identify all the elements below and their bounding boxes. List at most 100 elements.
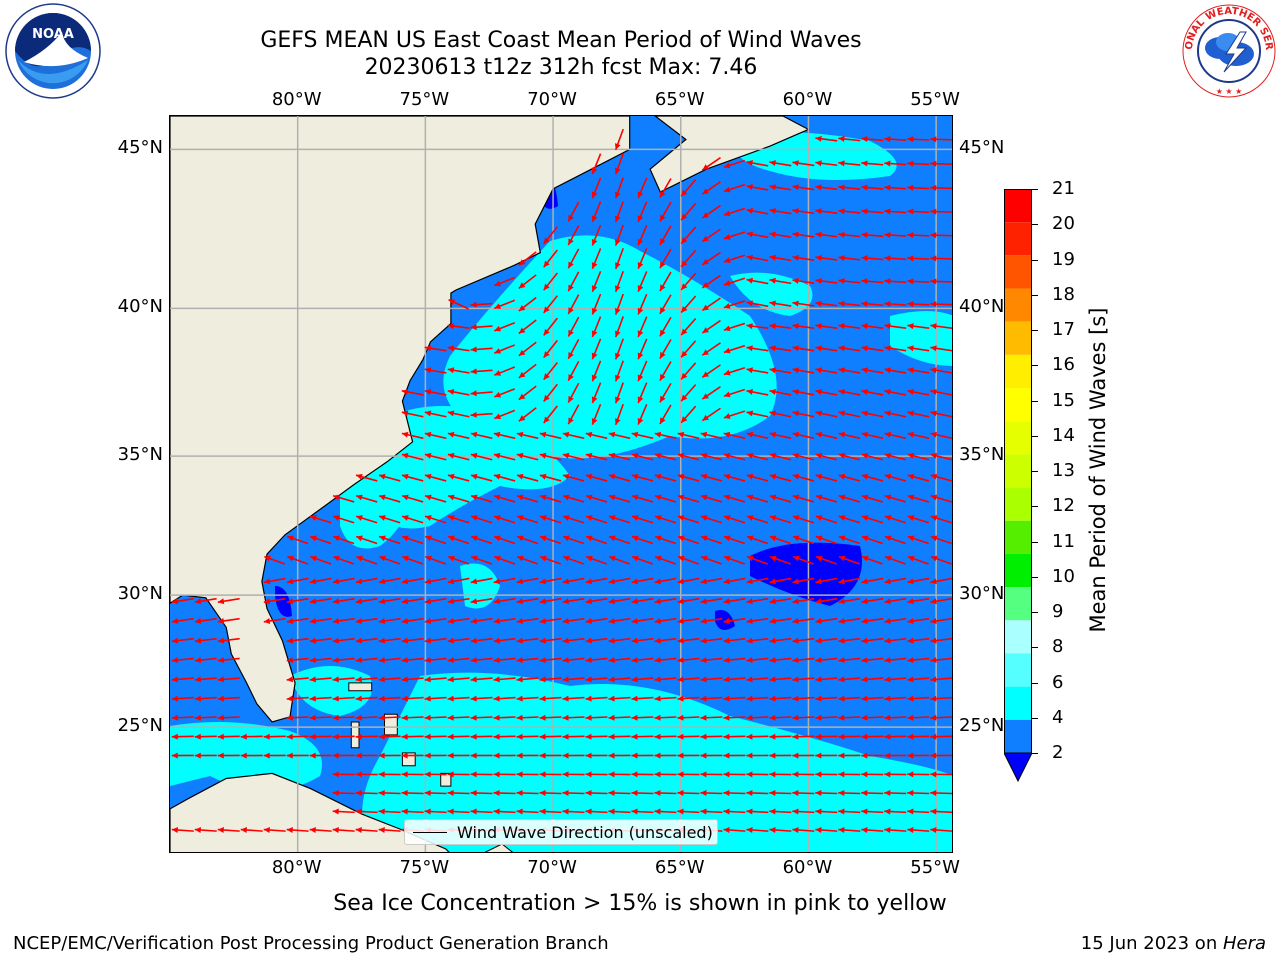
wave-direction-arrowhead — [637, 285, 644, 292]
wave-direction-arrowhead — [861, 637, 868, 644]
wave-direction-arrowhead — [769, 254, 776, 261]
colorbar-bin — [1004, 189, 1032, 223]
wave-direction-arrowhead — [356, 555, 363, 562]
wave-direction-arrowhead — [769, 771, 776, 778]
wave-direction-arrowhead — [681, 350, 688, 358]
wave-direction-arrowhead — [815, 657, 822, 664]
wave-direction-arrowhead — [378, 618, 386, 624]
wave-direction-arrowhead — [378, 637, 386, 644]
wave-direction-arrowhead — [494, 370, 501, 376]
wave-direction-arrowhead — [447, 578, 455, 585]
wave-direction-arrowhead — [217, 733, 224, 740]
wave-direction-arrowhead — [815, 695, 822, 702]
footer-host: Hera — [1222, 933, 1266, 954]
wave-direction-arrowhead — [263, 826, 270, 833]
wave-direction-arrowhead — [591, 262, 598, 269]
wave-direction-arrowhead — [470, 637, 477, 644]
wave-direction-arrowhead — [378, 695, 385, 702]
wave-direction-arrowhead — [517, 515, 524, 521]
wave-direction-arrowhead — [333, 555, 340, 562]
colorbar-bin — [1004, 354, 1032, 389]
wave-direction-arrowhead — [539, 676, 546, 683]
wave-direction-arrowhead — [378, 714, 385, 721]
wave-direction-arrowhead — [792, 431, 800, 438]
wave-direction-arrowhead — [424, 410, 432, 417]
wave-direction-arrowhead — [631, 789, 638, 796]
wave-direction-arrowhead — [608, 598, 616, 605]
wave-direction-arrowhead — [681, 283, 688, 290]
wave-direction-arrowhead — [609, 555, 616, 562]
wave-direction-arrowhead — [568, 261, 574, 269]
wave-direction-arrowhead — [516, 598, 524, 605]
colorbar-tick-mark — [1032, 259, 1038, 261]
wave-direction-arrowhead — [723, 789, 730, 796]
wave-direction-arrowhead — [217, 657, 225, 664]
wave-direction-arrowhead — [930, 515, 938, 521]
wave-direction-arrowhead — [585, 473, 593, 480]
wave-direction-arrowhead — [884, 323, 891, 330]
wave-direction-arrowhead — [792, 618, 799, 624]
wave-direction-arrowhead — [424, 345, 432, 352]
wave-direction-arrowhead — [769, 789, 776, 796]
wave-direction-arrowhead — [470, 452, 478, 459]
wave-direction-arrowhead — [608, 808, 615, 815]
latitude-label: 40°N — [117, 296, 163, 318]
wave-direction-arrowhead — [746, 277, 753, 284]
wave-direction-arrowhead — [568, 284, 574, 292]
wave-direction-arrowhead — [838, 752, 845, 759]
wave-direction-arrowhead — [194, 826, 201, 833]
wave-direction-arrowhead — [884, 826, 891, 833]
wave-direction-arrowhead — [240, 752, 247, 759]
wave-direction-arrowhead — [171, 752, 178, 759]
wave-direction-arrowhead — [447, 388, 455, 395]
wave-direction-arrowhead — [930, 789, 937, 796]
wave-direction-arrowhead — [723, 578, 730, 585]
wave-direction-arrowhead — [792, 388, 799, 395]
wave-direction-arrowhead — [659, 238, 666, 245]
wave-direction-arrowhead — [723, 637, 730, 644]
wave-direction-arrowhead — [700, 618, 707, 624]
wave-direction-arrowhead — [309, 733, 316, 740]
wave-direction-arrowhead — [332, 826, 339, 833]
wave-direction-arrowhead — [562, 618, 569, 624]
latitude-label: 30°N — [117, 583, 163, 605]
wave-direction-arrowhead — [585, 494, 593, 501]
wave-direction-arrowhead — [568, 395, 574, 403]
wave-direction-arrowhead — [493, 657, 500, 664]
colorbar-tick-label: 17 — [1052, 319, 1075, 340]
wave-direction-arrowhead — [769, 277, 776, 284]
wave-direction-arrowhead — [907, 695, 914, 702]
wave-direction-arrowhead — [286, 733, 293, 740]
wave-direction-arrowhead — [907, 410, 914, 417]
wave-direction-arrowhead — [447, 452, 455, 459]
wave-direction-arrowhead — [930, 752, 937, 759]
wave-direction-arrowhead — [401, 431, 409, 438]
wave-direction-arrowhead — [930, 452, 938, 459]
wave-direction-arrowhead — [838, 345, 845, 352]
wave-direction-arrowhead — [424, 388, 432, 395]
wave-direction-arrowhead — [591, 396, 598, 404]
wave-direction-arrowhead — [838, 255, 845, 262]
wave-direction-arrowhead — [884, 278, 891, 285]
wave-direction-arrowhead — [568, 329, 574, 337]
wave-direction-arrowhead — [654, 752, 661, 759]
wave-direction-arrowhead — [815, 452, 823, 459]
wave-direction-arrowhead — [401, 598, 409, 605]
wave-direction-arrowhead — [723, 391, 731, 398]
longitude-label: 75°W — [399, 89, 450, 110]
wave-direction-arrowhead — [907, 657, 914, 664]
wave-direction-arrowhead — [332, 598, 340, 605]
wave-direction-arrowhead — [907, 733, 914, 740]
wave-direction-arrowhead — [930, 208, 937, 215]
wave-direction-arrowhead — [424, 473, 432, 480]
wave-direction-arrowhead — [194, 695, 201, 702]
wave-direction-arrowhead — [171, 714, 178, 721]
footer-branch: NCEP/EMC/Verification Post Processing Pr… — [13, 933, 609, 954]
colorbar-bin — [1004, 686, 1032, 720]
wave-direction-arrowhead — [378, 752, 385, 759]
wave-direction-arrowhead — [332, 771, 339, 778]
wave-direction-arrowhead — [746, 826, 753, 833]
map-canvas — [170, 116, 952, 852]
wave-direction-arrowhead — [355, 695, 362, 702]
wave-direction-arrowhead — [309, 578, 317, 585]
